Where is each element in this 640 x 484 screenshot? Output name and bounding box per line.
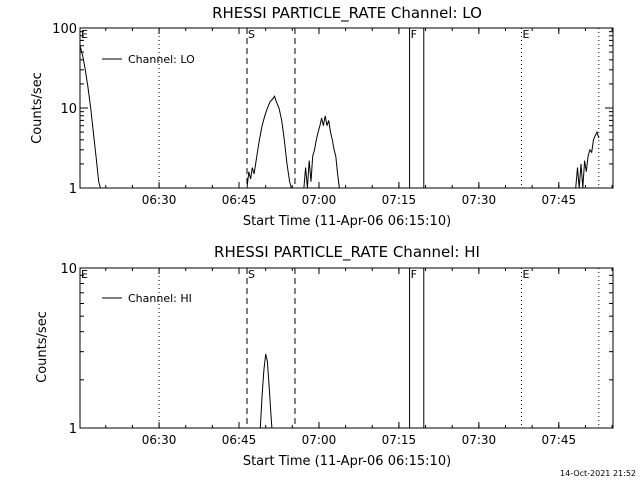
event-marker-label: F: [411, 28, 417, 41]
event-marker-label: E: [523, 28, 530, 41]
legend: Channel: HI: [102, 292, 192, 305]
series-line: [246, 95, 292, 189]
series-line: [575, 130, 600, 189]
event-marker-label: S: [248, 268, 255, 281]
chart-title: RHESSI PARTICLE_RATE Channel: HI: [214, 243, 480, 262]
x-tick-label: 07:45: [542, 433, 577, 447]
y-tick-label: 10: [60, 102, 77, 117]
x-axis-label: Start Time (11-Apr-06 06:15:10): [243, 214, 451, 229]
event-marker-label: E: [81, 28, 88, 41]
x-tick-label: 06:45: [222, 193, 257, 207]
x-tick-label: 07:30: [462, 193, 497, 207]
x-tick-label: 07:15: [382, 193, 417, 207]
y-axis-label: Counts/sec: [35, 311, 50, 383]
legend-label: Channel: LO: [128, 53, 195, 66]
series-line: [79, 45, 101, 189]
chart-panel-lo: RHESSI PARTICLE_RATE Channel: LO Counts/…: [30, 4, 614, 229]
x-tick-label: 07:00: [302, 193, 337, 207]
plot-frame: [79, 27, 614, 189]
chart-title: RHESSI PARTICLE_RATE Channel: LO: [212, 4, 482, 23]
series-line: [259, 353, 273, 429]
y-tick-label: 1: [69, 422, 77, 437]
footer-timestamp: 14-Oct-2021 21:52: [560, 469, 636, 478]
event-marker-label: E: [81, 268, 88, 281]
x-tick-label: 06:30: [142, 193, 177, 207]
x-tick-label: 07:30: [462, 433, 497, 447]
y-tick-label: 1: [69, 182, 77, 197]
y-axis-label: Counts/sec: [30, 72, 45, 144]
chart-panel-hi: RHESSI PARTICLE_RATE Channel: HI Counts/…: [35, 243, 614, 469]
y-tick-label: 10: [60, 262, 77, 277]
x-tick-label: 07:45: [542, 193, 577, 207]
series-line: [303, 115, 340, 189]
event-marker-label: F: [411, 268, 417, 281]
y-tick-label: 100: [52, 22, 77, 37]
x-tick-label: 06:45: [222, 433, 257, 447]
x-tick-label: 07:15: [382, 433, 417, 447]
x-axis-label: Start Time (11-Apr-06 06:15:10): [243, 454, 451, 469]
legend-label: Channel: HI: [128, 292, 192, 305]
x-tick-label: 07:00: [302, 433, 337, 447]
event-marker-label: E: [523, 268, 530, 281]
legend: Channel: LO: [102, 53, 195, 66]
event-marker-label: S: [248, 28, 255, 41]
x-tick-label: 06:30: [142, 433, 177, 447]
